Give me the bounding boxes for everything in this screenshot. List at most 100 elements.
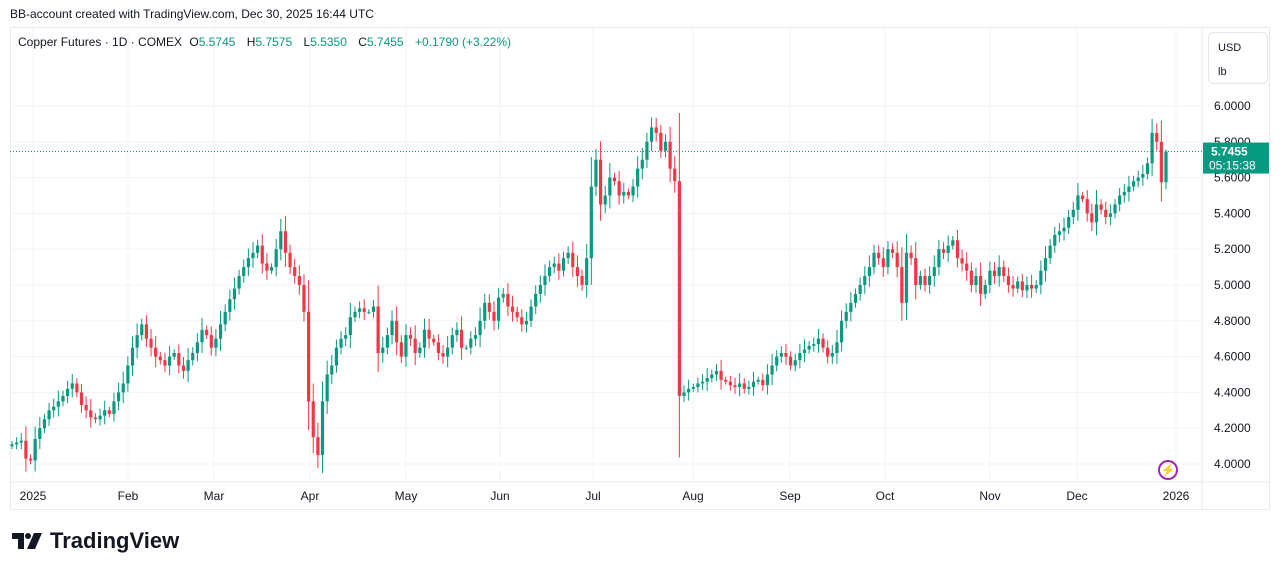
price-axis: 6.00005.80005.60005.40005.20005.00004.80…: [1201, 28, 1251, 510]
candle-up: [756, 376, 760, 385]
candle-up: [631, 179, 635, 203]
candle-body: [242, 267, 246, 277]
candle-down: [84, 396, 88, 419]
time-tick-label: May: [395, 489, 418, 503]
candle-body: [232, 288, 237, 300]
candle-body: [992, 270, 997, 277]
candle-up: [918, 270, 922, 290]
candle-body: [691, 387, 695, 389]
candle-body: [1071, 209, 1075, 217]
candle-body: [79, 392, 84, 405]
candle-body: [937, 249, 941, 268]
candle-up: [1062, 217, 1066, 241]
low-value: 5.5350: [310, 35, 347, 49]
tradingview-logo: TradingView: [12, 528, 179, 554]
candle-body: [909, 252, 913, 259]
candle-body: [348, 317, 352, 336]
symbol-title[interactable]: Copper Futures · 1D · COMEX: [18, 35, 183, 49]
candle-body: [56, 401, 60, 407]
candle-body: [42, 419, 47, 429]
candle-body: [38, 428, 42, 439]
candle-body: [645, 141, 649, 160]
candle-up: [404, 323, 408, 367]
candle-down: [288, 244, 292, 275]
candle-up: [446, 335, 450, 368]
candle-body: [1085, 199, 1089, 214]
candle-down: [728, 375, 732, 391]
candle-body: [983, 285, 987, 294]
candle-body: [928, 276, 932, 285]
candle-body: [385, 335, 389, 348]
candle-body: [459, 329, 464, 348]
candle-up: [339, 331, 343, 355]
candle-down: [900, 247, 904, 321]
candle-body: [575, 267, 580, 277]
candle-body: [955, 240, 960, 259]
candle-up: [816, 329, 821, 353]
high-value: 5.7575: [255, 35, 293, 49]
candle-body: [191, 353, 195, 361]
candle-down: [979, 262, 983, 307]
candle-down: [557, 253, 561, 280]
candle-body: [408, 335, 413, 339]
candle-body: [881, 258, 885, 268]
candle-up: [1141, 164, 1145, 186]
candle-body: [478, 320, 482, 336]
candle-body: [144, 324, 149, 339]
candle-down: [1090, 203, 1094, 232]
candle-body: [761, 379, 765, 386]
candle-body: [274, 249, 278, 268]
unit-label[interactable]: lb: [1218, 66, 1227, 78]
candle-body: [70, 383, 74, 389]
candle-body: [821, 338, 825, 348]
candle-down: [571, 241, 575, 278]
time-tick-label: Apr: [301, 489, 320, 503]
candle-body: [756, 379, 760, 382]
candle-up: [738, 373, 742, 397]
candle-body: [237, 276, 241, 289]
candle-up: [269, 263, 274, 275]
candle-body: [181, 365, 186, 371]
candle-body: [557, 263, 561, 271]
candle-up: [497, 287, 501, 330]
candle-body: [320, 401, 325, 456]
candle-body: [195, 342, 199, 354]
candle-down: [181, 356, 186, 379]
candle-up: [274, 238, 278, 277]
candle-up: [640, 147, 644, 180]
candle-body: [1159, 141, 1163, 183]
candle-down: [909, 245, 913, 265]
candle-up: [214, 329, 218, 357]
candle-up: [126, 356, 130, 392]
candle-down: [826, 340, 830, 364]
candle-body: [1090, 213, 1094, 223]
currency-label[interactable]: USD: [1218, 42, 1242, 54]
candle-up: [450, 327, 454, 355]
currency-unit-selector[interactable]: USD lb: [1208, 32, 1268, 84]
candle-body: [1150, 132, 1154, 164]
candle-up: [1094, 189, 1099, 236]
time-tick-label: Dec: [1066, 489, 1087, 503]
candle-up: [330, 354, 334, 385]
candle-down: [506, 283, 510, 317]
candle-down: [492, 301, 496, 331]
time-tick-label: 2025: [20, 489, 47, 503]
candle-body: [205, 329, 209, 336]
candle-body: [724, 379, 728, 382]
lightning-icon[interactable]: ⚡: [1158, 460, 1178, 480]
candle-body: [515, 311, 519, 318]
candle-body: [297, 276, 301, 285]
candle-down: [881, 247, 885, 277]
candle-up: [279, 218, 283, 261]
candle-body: [469, 338, 473, 348]
candle-body: [626, 191, 630, 196]
candle-up: [1067, 209, 1071, 235]
candle-down: [733, 377, 737, 394]
candle-body: [130, 347, 135, 366]
price-tick-label: 4.0000: [1214, 457, 1251, 471]
candle-up: [56, 390, 60, 417]
candle-body: [177, 353, 181, 366]
candle-body: [751, 381, 756, 388]
candle-down: [941, 242, 946, 260]
